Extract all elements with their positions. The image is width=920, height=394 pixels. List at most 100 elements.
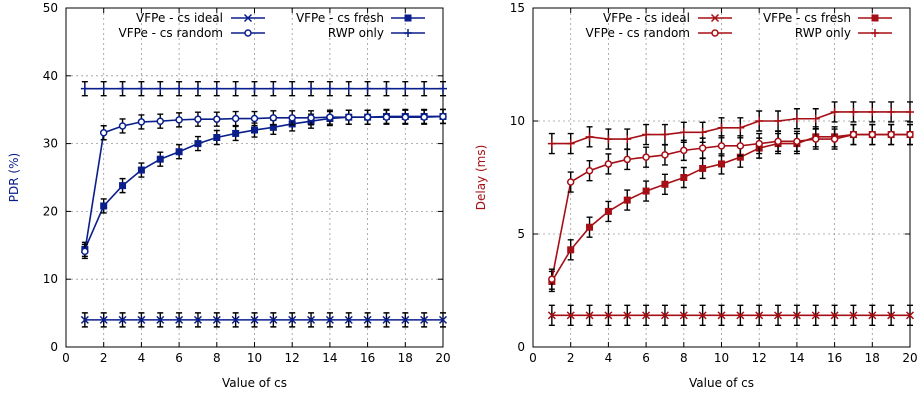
data-point (811, 114, 820, 123)
series-3: VFPe - cs random (81, 26, 447, 260)
data-point (566, 139, 575, 148)
data-point (698, 144, 707, 152)
data-point (156, 117, 164, 125)
data-point (269, 84, 278, 93)
data-point (736, 123, 745, 132)
legend-marker (711, 29, 719, 37)
data-point (830, 107, 839, 116)
data-point (80, 315, 89, 324)
data-point (325, 84, 334, 93)
data-point (232, 129, 240, 137)
data-point (363, 113, 372, 121)
data-point (194, 140, 202, 148)
x-tick-label: 6 (642, 351, 650, 365)
data-point (698, 311, 707, 320)
x-tick-label: 6 (175, 351, 183, 365)
data-point (438, 315, 448, 324)
data-point (307, 315, 316, 324)
y-tick-label: 0 (517, 340, 525, 354)
data-point (401, 113, 410, 121)
data-point (604, 207, 612, 215)
data-point (137, 166, 145, 174)
data-point (830, 311, 839, 320)
data-point (99, 315, 108, 324)
data-point (699, 164, 707, 172)
data-point (288, 114, 296, 122)
series-2: VFPe - cs fresh (81, 11, 447, 258)
x-tick-label: 4 (605, 351, 613, 365)
data-point (642, 187, 650, 195)
x-tick-label: 10 (714, 351, 729, 365)
data-point (345, 113, 353, 121)
data-point (420, 113, 428, 121)
series-2: VFPe - cs fresh (548, 11, 914, 293)
data-point (99, 84, 108, 93)
legend-label: VFPe - cs random (119, 26, 223, 40)
data-point (906, 107, 914, 116)
data-point (81, 247, 89, 256)
data-point (812, 135, 820, 143)
data-point (382, 84, 391, 93)
data-point (231, 84, 240, 93)
data-point (623, 196, 631, 204)
data-point (193, 84, 202, 93)
data-point (547, 311, 556, 320)
data-point (420, 315, 429, 324)
data-point (175, 116, 183, 124)
data-point (156, 315, 165, 324)
data-point (905, 311, 915, 320)
data-point (156, 84, 165, 93)
data-point (156, 155, 164, 163)
data-point (849, 107, 858, 116)
data-point (175, 315, 184, 324)
legend-marker (871, 29, 879, 37)
data-point (212, 315, 221, 324)
legend-label: RWP only (795, 26, 851, 40)
data-point (660, 130, 669, 139)
legend-label: VFPe - cs ideal (603, 11, 690, 25)
legend-marker (244, 29, 252, 37)
data-point (269, 123, 277, 131)
data-point (288, 315, 297, 324)
data-point (326, 113, 334, 121)
data-point (585, 166, 594, 175)
data-point (363, 315, 372, 324)
y-tick-label: 10 (43, 272, 58, 286)
data-point (119, 182, 127, 190)
data-point (755, 117, 764, 125)
data-point (250, 84, 259, 93)
x-tick-label: 0 (62, 351, 70, 365)
data-point (642, 153, 650, 161)
data-point (830, 135, 839, 143)
data-point (118, 122, 127, 130)
series-line (84, 115, 444, 252)
data-point (661, 180, 669, 188)
data-point (118, 84, 127, 93)
data-point (811, 311, 820, 320)
data-point (80, 84, 89, 93)
data-point (736, 311, 745, 320)
data-point (118, 315, 127, 324)
data-point (680, 146, 688, 155)
data-point (250, 315, 259, 324)
data-point (307, 84, 316, 93)
data-point (849, 130, 858, 139)
x-tick-label: 12 (285, 351, 300, 365)
data-point (642, 130, 651, 139)
data-point (736, 153, 744, 161)
data-point (868, 130, 877, 139)
data-point (868, 311, 877, 320)
series-line (84, 115, 443, 250)
data-point (344, 84, 353, 93)
data-point (269, 315, 278, 324)
data-point (660, 311, 669, 320)
x-tick-label: 14 (789, 351, 804, 365)
data-point (755, 311, 764, 320)
data-point (792, 114, 801, 123)
y-tick-label: 5 (517, 227, 525, 241)
data-point (566, 178, 575, 186)
data-point (175, 84, 184, 93)
x-tick-label: 18 (865, 351, 880, 365)
data-point (100, 202, 108, 210)
